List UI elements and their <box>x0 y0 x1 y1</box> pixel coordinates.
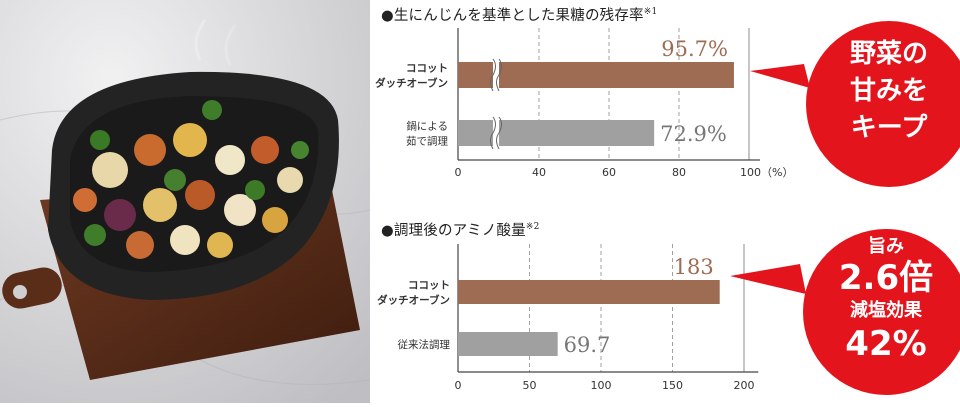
tick-label: 50 <box>523 379 537 392</box>
tick-label: 100 <box>591 379 612 392</box>
tick-label: 200 <box>734 379 755 392</box>
tick-label: 150 <box>662 379 683 392</box>
callout-umami: 旨み 2.6倍 減塩効果 42% <box>728 216 960 403</box>
axis-break-line <box>496 58 502 92</box>
tick-label: 0 <box>455 379 462 392</box>
axis-break-line <box>496 116 502 150</box>
axis-break-line <box>490 116 496 150</box>
callout-salt-value: 42% <box>845 324 927 364</box>
tick-label: 80 <box>672 166 686 179</box>
category-label: ココット <box>406 63 448 75</box>
data-label: 72.9% <box>660 122 727 146</box>
callout-sweetness-shape <box>750 21 960 187</box>
callout-salt-label: 減塩効果 <box>850 300 922 321</box>
callout-sweetness-line2: 甘みを <box>849 76 928 106</box>
tick-label: 60 <box>602 166 616 179</box>
vegetables <box>73 100 309 259</box>
chart1-title: ●生にんじんを基準とした果糖の残存率※1 <box>381 7 658 24</box>
data-label: 95.7% <box>661 37 728 61</box>
callout-umami-label: 旨み <box>868 236 904 257</box>
chart1-title-note: ※1 <box>643 7 658 18</box>
axis-break-line <box>490 58 496 92</box>
category-label: ダッチオーブン <box>375 77 448 90</box>
data-label: 69.7 <box>564 333 611 357</box>
category-label: ダッチオーブン <box>377 294 450 307</box>
axis-break-gap <box>493 60 499 90</box>
category-label: ココット <box>408 280 450 292</box>
callout-sweetness-line1: 野菜の <box>849 39 928 69</box>
callout-sweetness: 野菜の 甘みを キープ <box>742 16 960 196</box>
tick-label: 100（%） <box>740 166 793 179</box>
bar <box>458 280 720 304</box>
tick-label: 40 <box>532 166 546 179</box>
dutch-oven-illustration <box>0 0 370 403</box>
category-label: 茹で調理 <box>406 135 448 148</box>
tick-label: 0 <box>455 166 462 179</box>
callout-umami-value: 2.6倍 <box>838 258 934 298</box>
category-label: 鍋による <box>406 120 448 133</box>
callout-umami-shape <box>730 229 960 395</box>
bar <box>458 120 655 146</box>
axis-break-gap <box>493 118 499 148</box>
bar <box>458 62 734 88</box>
chart2-title-note: ※2 <box>525 222 540 233</box>
bar <box>458 332 558 356</box>
chart2-title: ●調理後のアミノ酸量※2 <box>381 222 540 239</box>
callout-sweetness-line3: キープ <box>850 113 928 143</box>
category-label: 従来法調理 <box>398 338 451 351</box>
data-label: 183 <box>674 255 714 279</box>
product-photo <box>0 0 370 403</box>
